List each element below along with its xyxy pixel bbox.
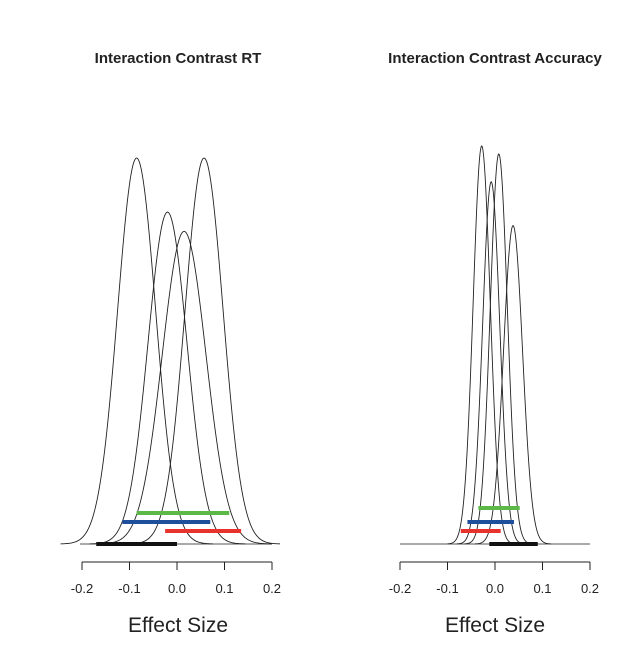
panel-interaction-contrast-accuracy: Interaction Contrast Accuracy -0.2 -0.1 0.… [388, 50, 602, 637]
density-curve-2 [456, 181, 526, 545]
density-curve-4 [128, 157, 281, 545]
x-tick-label: 0.0 [486, 581, 504, 596]
density-curve-1 [447, 145, 516, 545]
x-tick-label: -0.2 [71, 581, 93, 596]
x-axis: -0.2 -0.1 0.0 0.1 0.2 [389, 561, 599, 596]
density-curve-3 [96, 230, 272, 545]
panel-title: Interaction Contrast Accuracy [388, 50, 602, 67]
x-tick-label: 0.1 [533, 581, 551, 596]
x-tick-label: -0.1 [436, 581, 458, 596]
x-axis-label: Effect Size [445, 614, 545, 637]
density-curve-4 [475, 225, 552, 545]
x-axis: -0.2 -0.1 0.0 0.1 0.2 [71, 561, 281, 596]
density-curve-2 [89, 211, 246, 545]
x-tick-label: -0.1 [118, 581, 140, 596]
x-tick-label: 0.0 [168, 581, 186, 596]
density-curve-1 [60, 157, 213, 545]
panel-title: Interaction Contrast RT [95, 50, 262, 67]
x-tick-label: 0.1 [215, 581, 233, 596]
x-tick-label: -0.2 [389, 581, 411, 596]
x-axis-label: Effect Size [128, 614, 228, 637]
x-tick-label: 0.2 [263, 581, 281, 596]
x-tick-label: 0.2 [581, 581, 599, 596]
panel-interaction-contrast-rt: Interaction Contrast RT -0.2 -0.1 0.0 0.1 0.… [60, 50, 281, 637]
